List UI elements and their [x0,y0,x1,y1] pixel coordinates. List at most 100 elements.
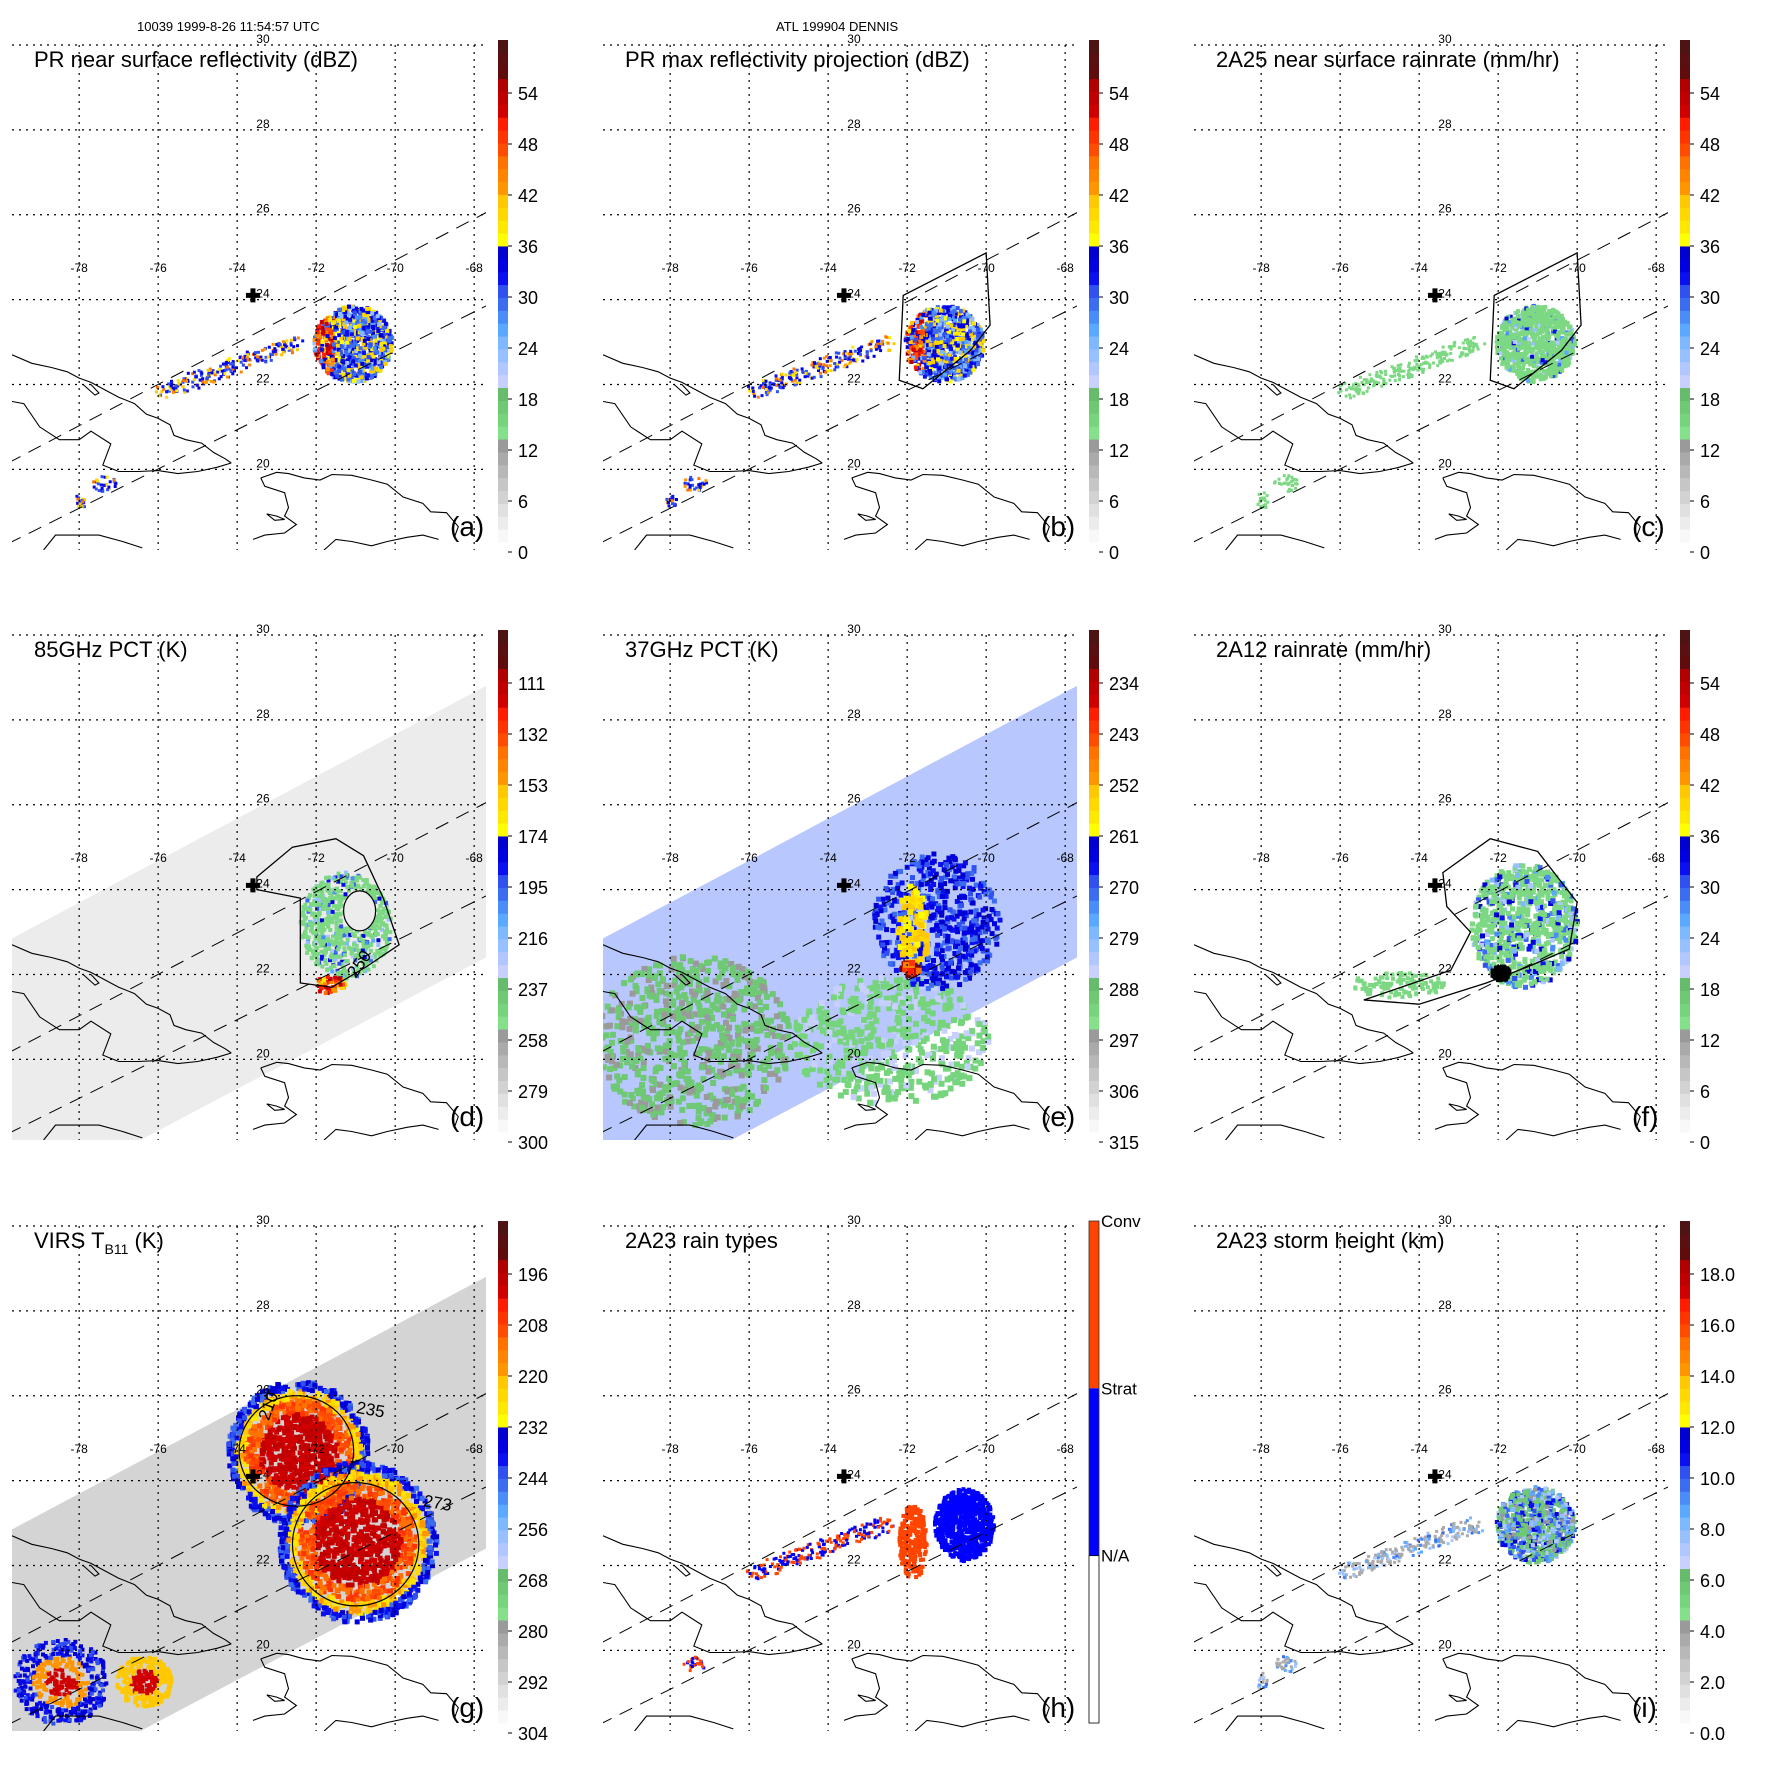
rain-pixel [705,481,709,485]
tb-pixel [350,876,355,881]
tb-pixel [695,1115,702,1122]
rain-pixel [825,369,829,373]
rain-pixel [1377,374,1381,378]
rain-pixel [361,346,366,351]
rain-pixel [379,342,384,347]
colorbar-segment [498,642,508,657]
rain-pixel [373,338,378,343]
latitude-tick-label: 28 [256,117,270,131]
colorbar-segment [1089,477,1099,492]
rain-pixel [926,307,931,312]
rain-pixel [320,339,325,344]
rain-pixel [385,345,390,349]
tb-pixel [346,888,351,893]
tb-pixel [692,1011,699,1018]
rain-pixel [358,346,363,351]
tb-pixel [363,930,367,935]
rain-pixel [858,352,862,356]
rain-pixel [1463,347,1467,350]
tb-pixel [654,1104,661,1111]
rain-pixel [1520,370,1525,375]
tb-pixel [317,922,322,927]
colorbar-segment [498,835,508,850]
rain-pixel [1551,307,1556,312]
colorbar-tick-label: 54 [1700,84,1720,104]
rain-pixel [260,348,264,352]
rain-pixel [231,372,235,376]
rain-pixel [1517,368,1522,373]
tb-pixel [342,946,347,951]
colorbar-segment [498,271,508,286]
colorbar-segment [1680,400,1690,414]
colorbar-tick-label: 6 [1700,492,1710,512]
rain-pixel [1521,330,1526,335]
rain-pixel [972,327,977,332]
rain-pixel [291,351,294,355]
tb-pixel [323,981,328,986]
rain-pixel [246,353,250,357]
tb-pixel [648,984,655,991]
rain-pixel [321,363,326,368]
rain-pixel [1564,331,1569,336]
rain-pixel [1348,386,1351,390]
rain-pixel [927,319,932,324]
rain-pixel [1555,365,1560,370]
rain-pixel [764,387,768,391]
rain-pixel [937,376,941,381]
tb-pixel [305,951,310,955]
rain-pixel [99,483,103,487]
rain-pixel [222,369,226,373]
rain-pixel [1539,319,1544,324]
rain-pixel [366,373,371,378]
rain-pixel [942,308,947,313]
rain-pixel [1506,361,1510,366]
colorbar-tick-label: 30 [1109,288,1129,308]
rain-pixel [355,315,360,320]
rain-pixel [955,343,960,348]
tb-pixel [354,953,359,958]
tb-pixel [343,976,347,981]
rain-pixel [335,343,340,348]
rain-pixel [697,477,701,481]
rain-pixel [967,337,971,342]
rain-pixel [209,379,213,383]
tb-pixel [330,920,334,925]
rain-pixel [867,343,871,347]
rain-pixel [1257,492,1261,496]
rain-pixel [357,310,362,315]
rain-pixel [281,340,285,344]
tb-pixel [320,918,324,923]
tb-pixel [690,1102,697,1109]
rain-pixel [385,352,390,357]
rain-pixel [1398,374,1401,378]
rain-pixel [922,326,927,331]
rain-pixel [911,328,916,333]
rain-pixel [323,336,328,341]
tb-pixel [319,926,323,931]
rain-pixel [842,365,846,369]
rain-pixel [843,350,847,354]
colorbar-segment [498,1093,508,1107]
rain-pixel [1517,324,1522,329]
tb-pixel [384,915,389,919]
rain-pixel [1526,378,1531,383]
tb-pixel [334,888,339,893]
rain-pixel [976,333,980,338]
longitude-tick-label: -70 [977,261,995,275]
rain-pixel [1372,379,1376,383]
rain-pixel [347,312,352,317]
rain-pixel [1563,364,1568,369]
rain-pixel [765,393,769,397]
colorbar-segment [1089,336,1099,350]
rain-pixel [241,356,245,360]
rain-pixel [961,308,966,313]
colorbar-segment [498,310,508,324]
rain-pixel [267,345,271,349]
rain-pixel [840,359,844,363]
tb-pixel [673,988,680,995]
rain-pixel [684,482,688,486]
tb-pixel [331,876,336,881]
rain-pixel [368,342,373,347]
tb-pixel [323,959,328,964]
